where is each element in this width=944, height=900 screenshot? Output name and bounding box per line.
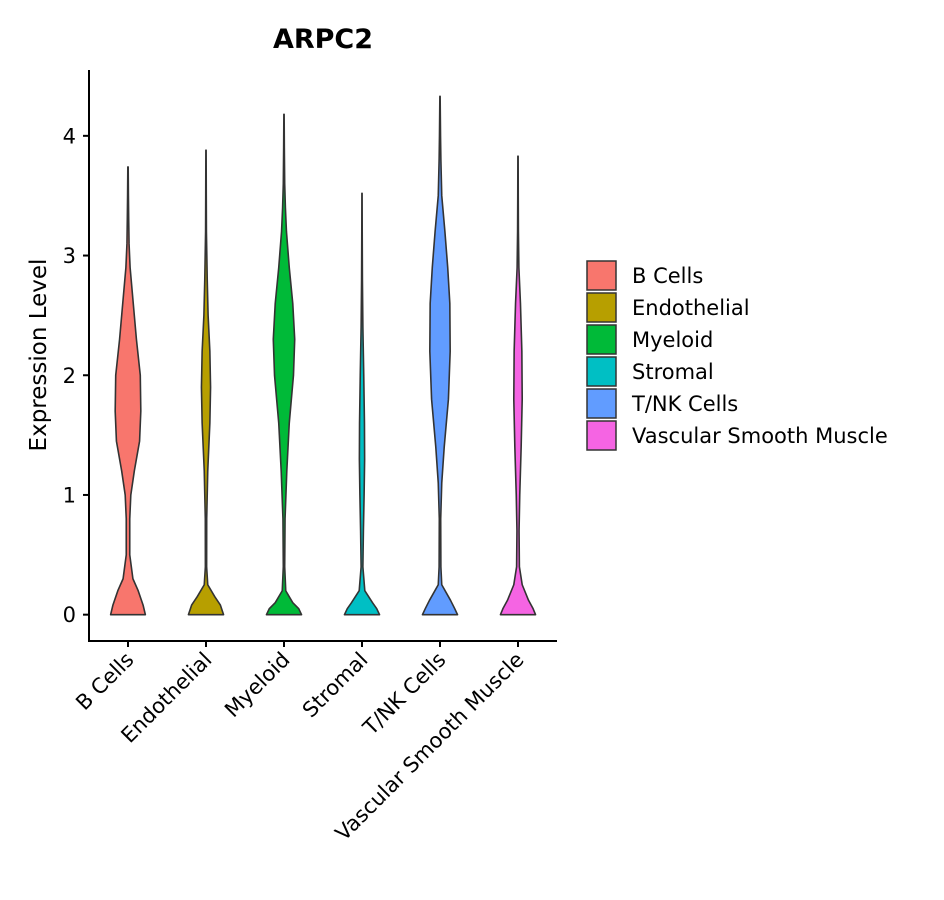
legend-label-myeloid: Myeloid [632,328,713,352]
x-tick-label-myeloid: Myeloid [220,648,294,722]
y-axis-label: Expression Level [26,259,52,452]
violin-endothelial [187,149,225,616]
legend-label-t-nk-cells: T/NK Cells [631,392,738,416]
y-tick-label: 1 [63,483,76,507]
legend-label-vascular-smooth-muscle: Vascular Smooth Muscle [632,424,888,448]
violin-stromal [343,192,381,616]
legend-swatch-b-cells [586,260,617,291]
violin-t-nk-cells [421,95,459,616]
legend-swatch-stromal [586,356,617,387]
legend-swatch-endothelial [586,292,617,323]
y-tick-label: 4 [63,124,76,148]
legend-swatch-vascular-smooth-muscle [586,420,617,451]
x-tick-label-stromal: Stromal [298,648,373,723]
legend-label-stromal: Stromal [632,360,714,384]
x-tick-label-b-cells: B Cells [71,648,138,715]
y-tick-label: 3 [63,244,76,268]
chart-title: ARPC2 [273,24,373,55]
violin-vascular-smooth-muscle [499,155,537,616]
legend: B Cells Endothelial Myeloid Stromal T/NK Cel… [586,260,888,451]
y-tick-label: 0 [63,603,76,627]
axes [88,70,557,642]
violin-b-cells [109,166,147,616]
legend-swatch-myeloid [586,324,617,355]
legend-swatch-t-nk-cells [586,388,617,419]
y-ticks: 0 1 2 3 4 [63,124,89,627]
violin-layer [109,95,537,616]
legend-label-endothelial: Endothelial [632,296,750,320]
y-tick-label: 2 [63,364,76,388]
violin-myeloid [265,113,303,616]
legend-label-b-cells: B Cells [632,264,703,288]
